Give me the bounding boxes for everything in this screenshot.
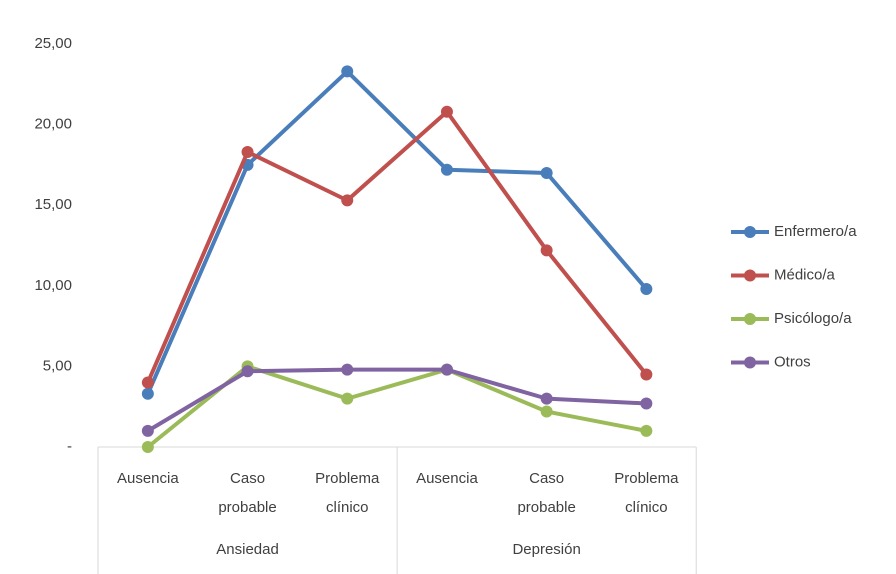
- y-tick-label: 10,00: [34, 277, 72, 294]
- y-tick-label: 5,00: [43, 357, 72, 374]
- y-tick-label: 25,00: [34, 35, 72, 52]
- data-point: [540, 166, 553, 179]
- data-point: [141, 387, 154, 400]
- group-label: Ansiedad: [216, 541, 279, 558]
- legend-marker: [744, 269, 756, 282]
- series-line: [146, 69, 648, 395]
- data-point: [540, 392, 553, 405]
- data-point: [640, 397, 653, 410]
- data-point: [540, 405, 553, 418]
- data-point: [540, 244, 553, 257]
- data-point: [341, 194, 354, 207]
- data-point: [241, 365, 254, 378]
- data-point: [341, 392, 354, 405]
- data-point: [640, 283, 653, 296]
- x-tick-label: Ausencia: [416, 470, 478, 487]
- x-tick-label: Caso probable: [218, 470, 277, 516]
- data-point: [440, 363, 453, 376]
- y-tick-label: 20,00: [34, 116, 72, 133]
- x-tick-label: Problema clínico: [614, 470, 679, 516]
- data-point: [141, 376, 154, 389]
- series-line: [146, 367, 647, 433]
- legend-marker: [744, 226, 756, 238]
- data-point: [440, 163, 453, 176]
- data-point: [141, 441, 154, 453]
- legend-label: Médico/a: [774, 266, 836, 283]
- x-tick-label: Problema clínico: [315, 470, 380, 516]
- legend-marker: [744, 356, 756, 369]
- legend-label: Otros: [774, 353, 811, 370]
- data-point: [440, 105, 453, 118]
- data-point: [640, 368, 653, 381]
- legend-marker: [744, 313, 756, 325]
- data-point: [341, 363, 354, 376]
- data-point: [640, 424, 653, 437]
- series-line: [146, 109, 648, 384]
- legend-label: Psicólogo/a: [774, 310, 852, 327]
- data-point: [241, 146, 254, 159]
- group-label: Depresión: [512, 541, 581, 558]
- series-line: [146, 364, 647, 449]
- x-tick-label: Ausencia: [116, 470, 179, 487]
- x-tick-label: Caso probable: [517, 470, 576, 516]
- y-tick-label: -: [67, 438, 72, 455]
- data-point: [141, 424, 154, 437]
- y-tick-label: 15,00: [34, 196, 72, 213]
- data-point: [341, 65, 354, 78]
- legend-label: Enfermero/a: [774, 223, 857, 240]
